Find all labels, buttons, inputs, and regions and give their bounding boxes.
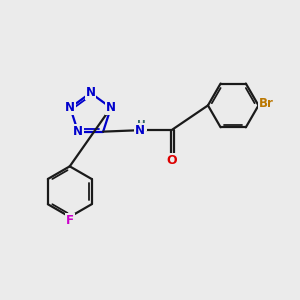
Text: N: N: [135, 124, 145, 137]
Text: F: F: [66, 214, 74, 227]
Text: H: H: [137, 120, 146, 130]
Text: N: N: [65, 101, 75, 114]
Text: N: N: [85, 86, 96, 99]
Text: N: N: [106, 101, 116, 114]
Text: Br: Br: [259, 98, 273, 110]
Text: N: N: [73, 125, 83, 138]
Text: O: O: [166, 154, 177, 167]
